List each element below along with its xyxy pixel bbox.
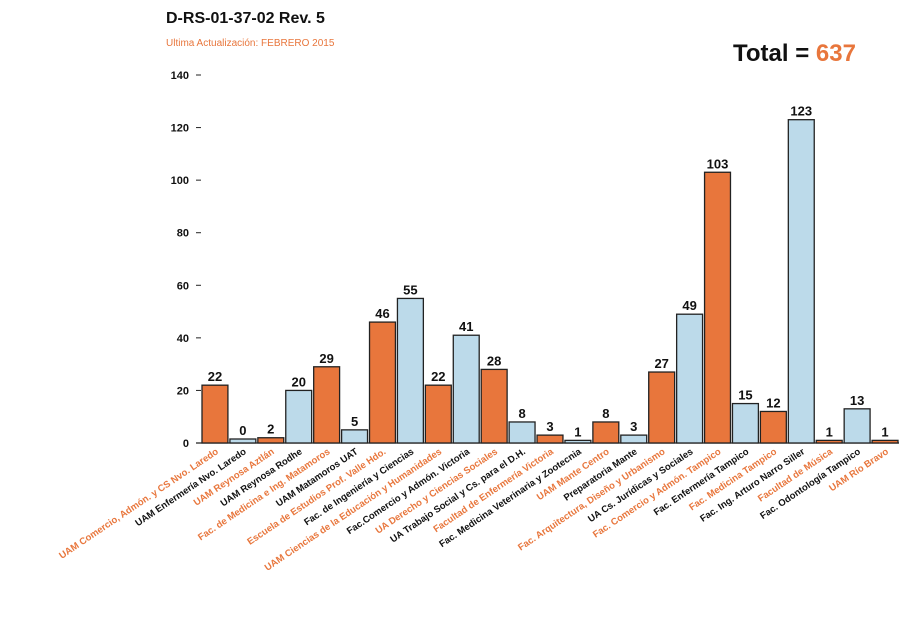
y-tick-label: 100 — [171, 175, 189, 187]
data-label: 1 — [574, 424, 581, 439]
data-label: 1 — [881, 424, 888, 439]
bar — [285, 389, 313, 444]
bar — [815, 439, 843, 444]
data-label: 49 — [682, 298, 696, 313]
y-tick-label: 20 — [177, 385, 189, 397]
data-label: 29 — [319, 351, 333, 366]
data-label: 27 — [654, 356, 668, 371]
data-label: 22 — [431, 369, 445, 384]
total-label: Total = — [733, 40, 816, 67]
data-label: 3 — [546, 419, 553, 434]
chart-subtitle: Ultima Actualización: FEBRERO 2015 — [166, 38, 335, 49]
bar — [620, 434, 648, 444]
data-label: 3 — [630, 419, 637, 434]
data-label: 2 — [267, 422, 274, 437]
data-label: 0 — [239, 423, 246, 438]
bar — [396, 297, 425, 444]
bar — [452, 334, 480, 444]
bar — [508, 421, 536, 444]
y-tick-label: 80 — [177, 228, 189, 240]
y-tick-label: 0 — [183, 438, 189, 450]
bar — [787, 119, 815, 444]
bar — [313, 366, 341, 444]
data-label: 28 — [487, 353, 501, 368]
bar — [201, 384, 229, 444]
bar — [424, 384, 452, 444]
data-label: 8 — [518, 406, 525, 421]
bar — [871, 439, 899, 444]
chart-title: D-RS-01-37-02 Rev. 5 — [166, 10, 325, 27]
y-tick-label: 120 — [171, 123, 189, 135]
data-label: 15 — [738, 388, 752, 403]
data-label: 22 — [208, 369, 222, 384]
y-tick-label: 60 — [177, 280, 189, 292]
data-label: 13 — [850, 393, 864, 408]
bar — [536, 434, 564, 444]
bar — [368, 321, 397, 444]
data-label: 12 — [766, 395, 780, 410]
bar — [675, 313, 704, 444]
data-label: 20 — [291, 374, 305, 389]
data-label: 46 — [375, 306, 389, 321]
y-tick-label: 40 — [177, 333, 189, 345]
bar — [564, 439, 592, 444]
bar — [340, 429, 369, 444]
total-readout: Total = 637 — [733, 40, 856, 68]
bar — [229, 438, 257, 444]
data-label: 1 — [826, 424, 833, 439]
bar — [592, 421, 620, 444]
data-label: 55 — [403, 282, 417, 297]
bar — [703, 171, 732, 444]
bar — [759, 410, 787, 444]
data-label: 8 — [602, 406, 609, 421]
bar — [257, 437, 285, 444]
y-tick-label: 140 — [171, 70, 189, 82]
data-label: 103 — [707, 156, 729, 171]
total-value: 637 — [815, 40, 856, 67]
bar — [731, 402, 760, 444]
data-label: 41 — [459, 319, 473, 334]
bar — [648, 371, 676, 444]
data-label: 123 — [790, 104, 812, 119]
bar — [843, 408, 871, 444]
data-label: 5 — [351, 414, 358, 429]
bar — [480, 368, 508, 444]
